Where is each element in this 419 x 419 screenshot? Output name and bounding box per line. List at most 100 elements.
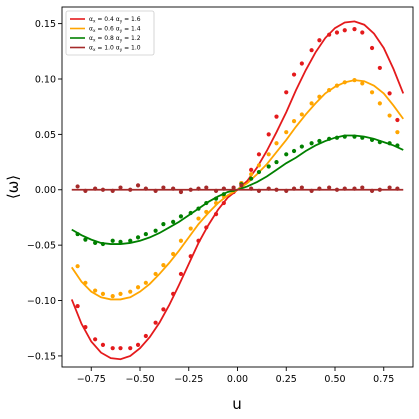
x-tick-label: −0.75 bbox=[77, 374, 106, 385]
series-1-point bbox=[266, 152, 271, 157]
series-1-point bbox=[118, 291, 123, 296]
series-0-point bbox=[178, 271, 184, 277]
series-3-point bbox=[291, 186, 297, 191]
y-tick-label: 0.15 bbox=[35, 19, 56, 30]
series-1-point bbox=[178, 238, 184, 243]
x-tick-label: −0.25 bbox=[174, 374, 203, 385]
series-2-point bbox=[352, 134, 357, 139]
series-2-point bbox=[395, 143, 400, 148]
series-0-point bbox=[188, 254, 193, 259]
series-1-point bbox=[327, 87, 332, 93]
series-2-point bbox=[291, 148, 297, 154]
series-0-point bbox=[342, 28, 347, 33]
series-1-point bbox=[93, 288, 98, 293]
series-3-point bbox=[204, 185, 209, 190]
series-2-point bbox=[221, 192, 226, 197]
series-2-point bbox=[327, 136, 332, 141]
series-2-point bbox=[178, 214, 184, 219]
series-3-point bbox=[342, 186, 347, 191]
axes-layer: −0.75 −0.50 −0.25 0.00 0.25 0.50 0.75 −0.15 −0.1… bbox=[27, 6, 414, 385]
x-axis-label: u bbox=[232, 395, 242, 413]
series-1-point bbox=[161, 262, 166, 268]
series-2-point bbox=[256, 169, 262, 175]
series-1-point bbox=[317, 94, 322, 99]
series-1-point bbox=[75, 264, 80, 269]
series-3-point bbox=[387, 185, 392, 190]
series-3-point bbox=[249, 186, 254, 191]
series-1-point bbox=[256, 163, 262, 168]
series-3-point bbox=[334, 187, 340, 192]
series-0-point bbox=[284, 90, 289, 95]
series-3-point bbox=[231, 185, 236, 190]
series-1-point bbox=[128, 289, 133, 294]
series-3-point bbox=[93, 186, 98, 191]
series-1-point bbox=[369, 90, 375, 95]
series-1-point bbox=[284, 130, 289, 135]
series-3-point bbox=[178, 189, 184, 195]
series-2-point bbox=[334, 135, 340, 140]
series-2-point bbox=[118, 239, 123, 244]
series-0-point bbox=[299, 61, 304, 66]
series-2-point bbox=[299, 144, 304, 149]
series-0-point bbox=[369, 45, 375, 51]
series-1-point bbox=[171, 251, 176, 257]
x-tick-label: 0.50 bbox=[324, 374, 345, 385]
series-0-point bbox=[100, 342, 106, 347]
series-3-point bbox=[327, 185, 332, 190]
series-0-point bbox=[291, 72, 297, 77]
legend-entry-1: αx = 0.6 αy = 1.4 bbox=[89, 26, 141, 33]
series-2-point bbox=[128, 238, 133, 243]
legend-entry-3: αx = 1.0 αy = 1.0 bbox=[89, 45, 141, 52]
series-0-point bbox=[360, 30, 365, 35]
legend-entry-0: αx = 0.4 αy = 1.6 bbox=[89, 16, 141, 23]
series-3-point bbox=[352, 186, 357, 191]
series-3-point bbox=[118, 185, 123, 190]
series-1-point bbox=[291, 118, 297, 124]
x-tick-label: 0.25 bbox=[276, 374, 297, 385]
series-3-point bbox=[256, 188, 262, 193]
series-0-point bbox=[213, 212, 219, 217]
series-1-point bbox=[153, 271, 158, 277]
series-0-point bbox=[128, 346, 133, 351]
series-3-point bbox=[284, 188, 289, 193]
series-3-point bbox=[143, 186, 148, 191]
y-tick-label: 0.00 bbox=[35, 185, 56, 196]
series-2-point bbox=[75, 231, 80, 237]
series-2-point bbox=[110, 238, 115, 243]
series-0-point bbox=[153, 320, 158, 325]
series-3-point bbox=[135, 183, 141, 188]
series-0-point bbox=[93, 337, 98, 342]
series-3-point bbox=[377, 187, 382, 192]
series-3-point bbox=[83, 188, 88, 193]
y-tick-label: −0.10 bbox=[27, 296, 56, 307]
series-1-point bbox=[342, 80, 347, 85]
series-2-point bbox=[100, 241, 106, 247]
series-2-point bbox=[377, 140, 382, 145]
series-2-point bbox=[213, 196, 219, 201]
series-3-point bbox=[274, 187, 279, 192]
series-0-point bbox=[110, 346, 115, 351]
series-2-point bbox=[387, 141, 392, 146]
series-1-point bbox=[274, 141, 279, 146]
series-3-point bbox=[188, 187, 193, 192]
legend: αx = 0.4 αy = 1.6 αx = 0.6 αy = 1.4 αx = 0… bbox=[65, 10, 155, 56]
series-3-point bbox=[221, 186, 226, 191]
series-0-point bbox=[135, 342, 141, 347]
series-1-point bbox=[395, 130, 400, 135]
series-0-point bbox=[387, 91, 392, 96]
series-0-point bbox=[204, 225, 209, 230]
series-1-point bbox=[83, 280, 88, 285]
series-1-point bbox=[387, 113, 392, 118]
series-3-point bbox=[161, 185, 166, 190]
series-1-point bbox=[213, 200, 219, 206]
series-2-point bbox=[171, 219, 176, 224]
series-1-point bbox=[334, 83, 340, 88]
y-tick-label: 0.05 bbox=[35, 130, 56, 141]
series-2-point bbox=[284, 152, 289, 157]
series-1-point bbox=[360, 81, 365, 86]
series-1-point bbox=[352, 78, 357, 83]
y-tick-label: 0.10 bbox=[35, 74, 56, 85]
series-2-point bbox=[153, 228, 158, 233]
legend-entry-2: αx = 0.8 αy = 1.2 bbox=[89, 35, 141, 42]
